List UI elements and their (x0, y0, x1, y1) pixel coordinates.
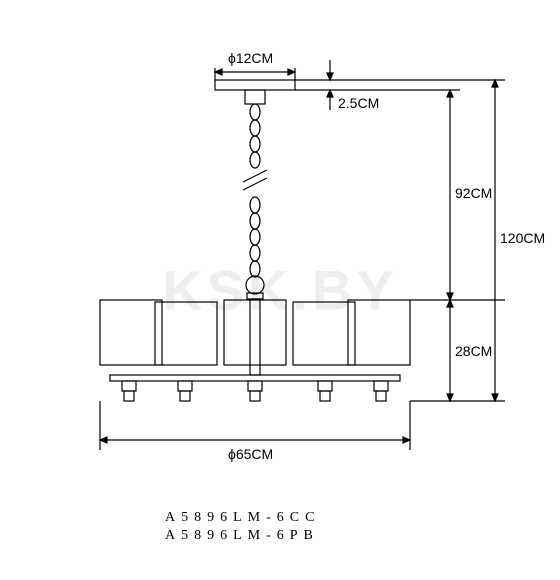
dim-total-h: 120CM (500, 230, 545, 246)
dim-chain-h: 92CM (455, 185, 492, 201)
dim-shade-h: 28CM (455, 343, 492, 359)
model-code-1: A5896LM-6CC (165, 510, 320, 526)
model-code-2: A5896LM-6PB (165, 528, 319, 544)
dim-width: ϕ65CM (228, 446, 273, 462)
dim-canopy-h: 2.5CM (338, 95, 379, 111)
dim-canopy-dia: ϕ12CM (228, 50, 273, 66)
diagram-svg (0, 0, 560, 580)
